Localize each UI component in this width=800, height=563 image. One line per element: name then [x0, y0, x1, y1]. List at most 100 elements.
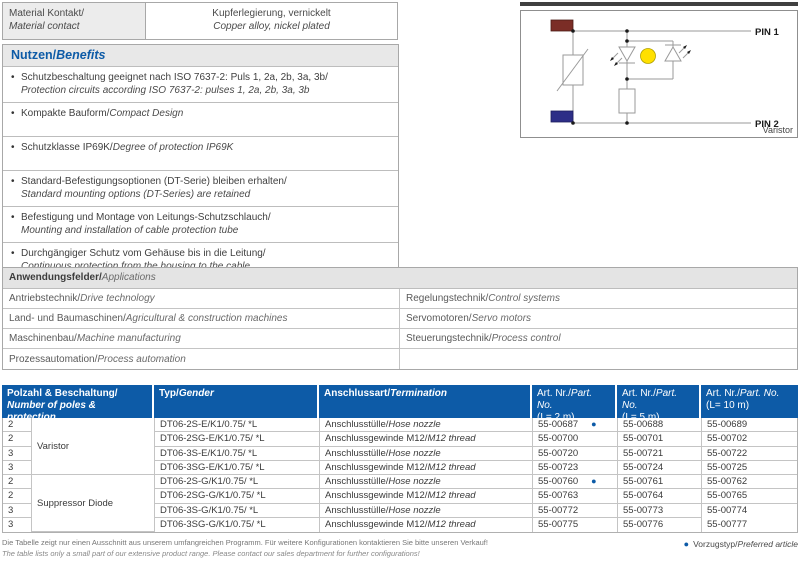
partno-2m-cell: 55-00700 [533, 432, 618, 447]
header-type: Typ/Gender [154, 385, 319, 418]
top-rule [520, 2, 798, 6]
bullet-icon: • [11, 142, 15, 153]
led-left-arrowhead1 [610, 57, 614, 61]
poles-cell: 3 [3, 517, 32, 532]
header-termination: Anschlussart/Termination [319, 385, 532, 418]
partno-10m-cell: 55-00702 [702, 432, 797, 447]
varistor-diagonal [556, 48, 589, 92]
material-value-en: Copper alloy, nickel plated [213, 21, 330, 32]
led-left-icon [618, 46, 636, 63]
led-left-arrowhead2 [614, 62, 618, 66]
page-footer: Die Tabelle zeigt nur einen Ausschnitt a… [2, 538, 798, 560]
preferred-label-en: Preferred article [737, 539, 798, 549]
parts-table: Polzahl & Beschaltung/ Number of poles &… [2, 385, 798, 533]
benefits-section: Nutzen/Benefits • Schutzbeschaltung geei… [2, 44, 399, 279]
benefit-item: • Kompakte Bauform/Compact Design [3, 103, 398, 137]
application-item: Antriebstechnik/Drive technology [3, 289, 400, 309]
termination-cell: Anschlussgewinde M12/M12 thread [320, 489, 533, 504]
material-contact-row: Material Kontakt/ Material contact Kupfe… [2, 2, 398, 40]
termination-cell: Anschlusstülle/Hose nozzle [320, 503, 533, 518]
material-label-en: Material contact [9, 21, 80, 32]
benefits-title-en: Benefits [56, 48, 106, 62]
partno-10m-cell: 55-00725 [702, 461, 797, 475]
poles-cell: 2 [3, 475, 32, 490]
led-right-icon [664, 45, 682, 62]
preferred-label-de: Vorzugstyp/ [693, 539, 738, 549]
application-item-empty [400, 349, 797, 369]
footer-note: Die Tabelle zeigt nur einen Ausschnitt a… [2, 538, 488, 560]
applications-section: Anwendungsfelder/Applications Antriebste… [2, 267, 798, 370]
junction-dot [625, 29, 629, 33]
partno-10m-cell: 55-00722 [702, 447, 797, 461]
applications-grid: Antriebstechnik/Drive technology Regelun… [3, 289, 797, 369]
partno-5m-cell: 55-00724 [618, 460, 702, 475]
applications-title: Anwendungsfelder/Applications [3, 268, 797, 289]
partno-10m-cell: 55-00774 [707, 505, 748, 517]
benefit-item: • Schutzklasse IP69K/Degree of protectio… [3, 137, 398, 171]
footer-note-en: The table lists only a small part of our… [2, 548, 420, 558]
partno-5m-cell: 55-00764 [618, 489, 702, 504]
junction-dot [625, 121, 629, 125]
preferred-dot: ● [591, 476, 597, 487]
partno-5m-cell: 55-00776 [618, 517, 702, 532]
header-partno-10m: Art. Nr./Part. No. (L= 10 m) [706, 388, 780, 411]
bullet-icon: • [11, 248, 15, 259]
application-item: Prozessautomation/Process automation [3, 349, 400, 369]
led-right-arrowhead1 [683, 45, 687, 49]
parts-table-body: Varistor Suppressor Diode 2 DT06-2S-E/K1… [2, 418, 798, 533]
type-cell: DT06-3S-E/K1/0.75/ *L [155, 446, 320, 461]
bullet-icon: • [11, 72, 15, 83]
partno-10m-cell: 55-00762 [702, 475, 797, 490]
material-value: Kupferlegierung, vernickelt Copper alloy… [146, 3, 397, 39]
application-item: Regelungstechnik/Control systems [400, 289, 797, 309]
footer-note-de: Die Tabelle zeigt nur einen Ausschnitt a… [2, 538, 488, 547]
indicator-led-icon [640, 48, 656, 64]
header-poles: Polzahl & Beschaltung/ Number of poles &… [2, 385, 154, 423]
partno-5m-cell: 55-00721 [618, 446, 702, 461]
bullet-icon: • [11, 212, 15, 223]
partno-2m-cell: 55-00775 [533, 517, 618, 532]
junction-dot [571, 121, 575, 125]
partno-5m-cell: 55-00701 [618, 432, 702, 447]
material-label-de: Material Kontakt/ [9, 8, 85, 19]
circuit-diagram: PIN 1 PIN 2 Varistor [550, 19, 793, 135]
benefit-item: • Durchgängiger Schutz vom Gehäuse bis i… [11, 248, 266, 272]
poles-cell: 2 [3, 489, 32, 504]
partno-2m-cell: 55-00772 [533, 503, 618, 518]
partno-5m-cell: 55-00761 [618, 475, 702, 490]
termination-cell: Anschlussgewinde M12/M12 thread [320, 517, 533, 532]
pin1-label: PIN 1 [755, 27, 779, 38]
partno-2m-cell: 55-00763 [533, 489, 618, 504]
benefit-item: • Standard-Befestigungsoptionen (DT-Seri… [3, 171, 398, 207]
led-right-arrowhead2 [687, 50, 691, 54]
preferred-dot-icon: ● [683, 539, 690, 549]
poles-cell: 2 [3, 432, 32, 447]
partno-5m-cell: 55-00688 [618, 418, 702, 433]
application-item: Steuerungstechnik/Process control [400, 329, 797, 349]
junction-dot [625, 39, 629, 43]
group-cell-suppressor-diode: Suppressor Diode [32, 475, 155, 532]
benefits-title: Nutzen/Benefits [3, 45, 398, 67]
partno-5m-cell: 55-00773 [618, 503, 702, 518]
termination-cell: Anschlusstülle/Hose nozzle [320, 446, 533, 461]
application-item: Land- und Baumaschinen/Agricultural & co… [3, 309, 400, 329]
type-cell: DT06-2S-G/K1/0.75/ *L [155, 475, 320, 490]
type-cell: DT06-2SG-E/K1/0.75/ *L [155, 432, 320, 447]
diagram-caption: Varistor [763, 125, 793, 135]
pin2-label: PIN 2 [755, 119, 779, 130]
partno-2m-cell: 55-00723 [533, 460, 618, 475]
partno-10m-cell: 55-00689 [702, 418, 797, 433]
type-cell: DT06-2SG-G/K1/0.75/ *L [155, 489, 320, 504]
pin2-terminal [550, 110, 574, 123]
bullet-icon: • [11, 176, 15, 187]
material-value-de: Kupferlegierung, vernickelt [212, 8, 331, 19]
resistor-symbol [618, 88, 636, 114]
material-label: Material Kontakt/ Material contact [3, 3, 146, 39]
parts-table-header: Polzahl & Beschaltung/ Number of poles &… [2, 385, 798, 423]
partno-2m-cell: 55-00720 [533, 446, 618, 461]
type-cell: DT06-2S-E/K1/0.75/ *L [155, 418, 320, 433]
termination-cell: Anschlussgewinde M12/M12 thread [320, 432, 533, 447]
type-cell: DT06-3S-G/K1/0.75/ *L [155, 503, 320, 518]
benefit-item: • Befestigung und Montage von Leitungs-S… [3, 207, 398, 243]
